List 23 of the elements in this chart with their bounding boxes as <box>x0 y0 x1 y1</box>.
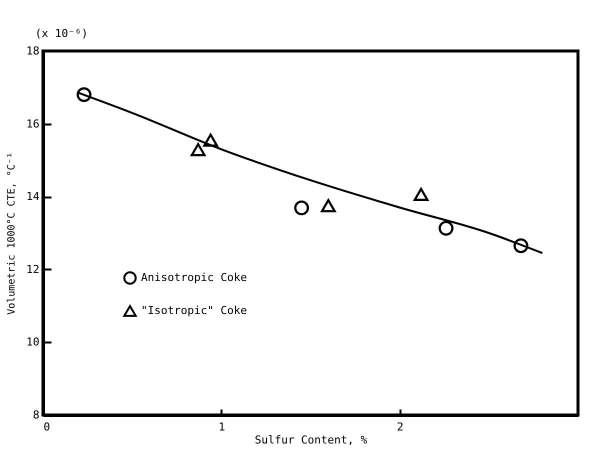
legend-label: Anisotropic Coke <box>141 271 247 284</box>
y-tick-label: 10 <box>26 336 40 349</box>
point <box>514 238 528 254</box>
x-axis-title: Sulfur Content, % <box>254 434 368 446</box>
point <box>438 220 454 236</box>
y-tick-label: 16 <box>26 117 40 130</box>
text: (x 10⁻⁶) <box>35 27 88 40</box>
point <box>414 188 428 201</box>
y-tick-label: 12 <box>26 262 40 276</box>
point <box>190 143 206 156</box>
point <box>76 87 92 102</box>
legend-label: "Isotropic" Coke <box>141 304 247 317</box>
y-tick-label: 14 <box>26 190 40 204</box>
line-series <box>78 92 544 254</box>
y-tick-label: 18 <box>26 44 40 58</box>
y-axis-title: Volumetric 1000°C CTE, °C⁻¹ <box>6 152 18 315</box>
point <box>203 134 218 147</box>
point <box>320 199 336 212</box>
point <box>294 200 310 216</box>
y-tick-label: 8 <box>32 408 40 422</box>
x-tick-label: 0 <box>44 420 50 434</box>
x-tick-label: 2 <box>396 420 404 434</box>
x-tick-label: 1 <box>218 420 226 434</box>
